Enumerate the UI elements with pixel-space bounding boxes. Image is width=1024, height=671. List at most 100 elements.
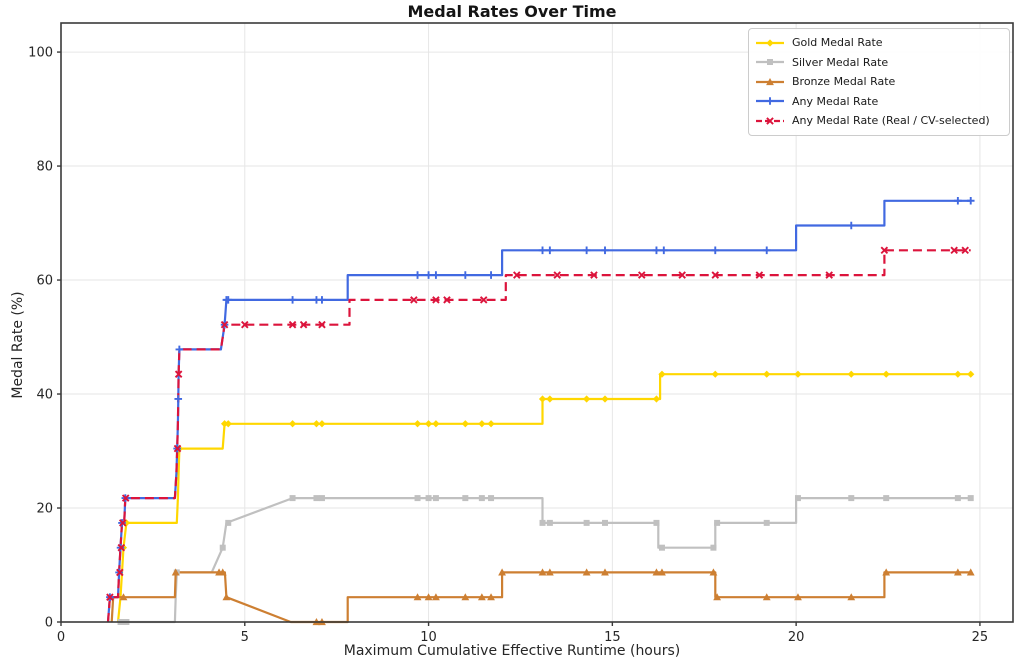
marker-diamond <box>288 420 297 428</box>
legend-label: Any Medal Rate (Real / CV-selected) <box>792 114 990 128</box>
marker-x <box>479 296 488 304</box>
marker-triangle <box>847 593 856 601</box>
marker-square <box>432 495 439 502</box>
y-tick-label: 100 <box>28 46 53 61</box>
marker-plus <box>847 221 856 230</box>
marker-square <box>219 544 226 551</box>
legend-item-bronze-medal-rate: Bronze Medal Rate <box>755 72 1004 92</box>
marker-triangle <box>709 568 718 576</box>
marker-square <box>318 495 325 502</box>
marker-diamond <box>538 395 547 403</box>
marker-x <box>118 519 127 527</box>
marker-diamond <box>413 420 422 428</box>
marker-triangle <box>218 568 227 576</box>
chart-title: Medal Rates Over Time <box>407 2 617 21</box>
marker-triangle <box>545 568 554 576</box>
legend-item-any-medal-rate: Any Medal Rate <box>755 92 1004 112</box>
marker-triangle <box>882 568 891 576</box>
x-tick-label: 10 <box>420 630 437 645</box>
series-line-any-medal-rate-real-cv-selected <box>106 249 971 623</box>
marker-square <box>546 519 553 526</box>
legend-label: Silver Medal Rate <box>792 55 889 69</box>
marker-x <box>880 246 889 255</box>
series-markers-bronze-medal-rate <box>119 568 975 626</box>
marker-plus <box>432 271 440 279</box>
marker-diamond <box>318 420 326 428</box>
marker-square <box>653 519 660 526</box>
marker-plus <box>652 246 661 255</box>
marker-square <box>313 495 320 502</box>
axis-layer: 0 5 10 15 20 25 0 20 40 60 80 100 <box>28 46 988 645</box>
marker-x <box>678 271 686 279</box>
marker-x <box>174 370 183 378</box>
marker-plus <box>546 246 554 255</box>
marker-triangle <box>487 593 495 601</box>
legend-label: Any Medal Rate <box>792 94 879 108</box>
marker-x <box>766 116 774 125</box>
x-tick-label: 15 <box>604 630 621 645</box>
marker-plus <box>582 246 591 255</box>
marker-diamond <box>583 395 591 403</box>
marker-diamond <box>954 370 962 378</box>
series-line-any-medal-rate <box>106 199 971 623</box>
marker-diamond <box>478 420 486 428</box>
y-tick-label: 60 <box>36 274 53 289</box>
marker-x <box>513 271 521 279</box>
series-line-silver-medal-rate <box>118 497 971 624</box>
marker-triangle <box>652 568 661 576</box>
marker-triangle <box>413 593 422 601</box>
marker-triangle <box>171 568 180 576</box>
marker-diamond <box>601 395 609 403</box>
marker-x <box>117 543 126 552</box>
marker-x <box>432 296 440 304</box>
marker-plus <box>461 271 470 279</box>
marker-square <box>225 519 232 526</box>
legend-swatch <box>756 59 784 66</box>
marker-plus <box>413 271 422 279</box>
legend-item-gold-medal-rate: Gold Medal Rate <box>755 33 1004 53</box>
marker-diamond <box>424 420 433 428</box>
y-tick-label: 20 <box>36 502 53 517</box>
marker-plus <box>174 395 183 403</box>
marker-square <box>602 519 608 526</box>
series-markers-any-medal-rate-real-cv-selected <box>106 246 969 601</box>
marker-diamond <box>461 420 469 428</box>
marker-x <box>173 444 182 453</box>
marker-x <box>637 271 646 279</box>
marker-plus <box>175 345 184 354</box>
marker-plus <box>424 271 433 279</box>
marker-diamond <box>794 370 802 378</box>
marker-square <box>883 495 890 502</box>
marker-diamond <box>711 370 719 378</box>
x-tick-label: 25 <box>972 630 989 645</box>
marker-triangle <box>119 593 128 601</box>
marker-diamond <box>763 370 771 378</box>
marker-diamond <box>312 420 321 428</box>
marker-plus <box>660 246 668 255</box>
marker-square <box>714 519 721 526</box>
marker-layer <box>106 196 975 626</box>
marker-x <box>241 320 249 329</box>
marker-triangle <box>658 568 666 576</box>
legend-label: Gold Medal Rate <box>792 36 883 50</box>
y-tick-label: 0 <box>45 616 53 631</box>
marker-plus <box>711 246 720 255</box>
marker-triangle <box>432 593 440 601</box>
marker-x <box>961 246 969 255</box>
y-tick-label: 80 <box>36 160 53 175</box>
marker-square <box>425 495 432 502</box>
marker-square <box>539 519 546 526</box>
marker-triangle <box>713 593 722 601</box>
marker-square <box>478 495 485 502</box>
marker-triangle <box>794 593 802 601</box>
marker-triangle <box>461 593 470 601</box>
marker-square <box>414 495 421 502</box>
x-tick-label: 5 <box>241 630 249 645</box>
marker-triangle <box>477 593 486 601</box>
plot-border <box>60 22 1014 623</box>
marker-triangle <box>538 568 547 576</box>
marker-plus <box>954 196 962 205</box>
marker-x <box>106 593 114 601</box>
